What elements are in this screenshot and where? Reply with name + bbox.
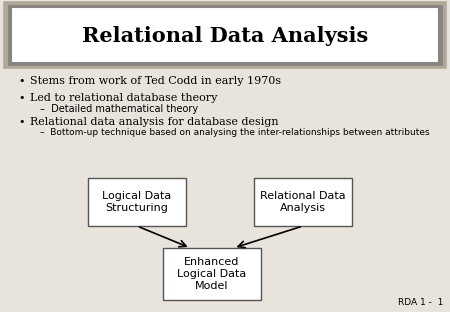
Text: RDA 1 -  1: RDA 1 - 1	[398, 298, 443, 307]
FancyBboxPatch shape	[163, 248, 261, 300]
Text: Led to relational database theory: Led to relational database theory	[30, 93, 217, 103]
Text: •: •	[18, 93, 24, 103]
FancyBboxPatch shape	[11, 7, 439, 63]
FancyBboxPatch shape	[9, 6, 441, 64]
Text: •: •	[18, 76, 24, 86]
Text: Relational Data
Analysis: Relational Data Analysis	[260, 191, 346, 213]
FancyBboxPatch shape	[254, 178, 352, 226]
FancyBboxPatch shape	[88, 178, 186, 226]
FancyBboxPatch shape	[6, 4, 444, 66]
Text: –  Detailed mathematical theory: – Detailed mathematical theory	[40, 104, 198, 114]
Text: Relational Data Analysis: Relational Data Analysis	[82, 26, 368, 46]
Text: –  Bottom-up technique based on analysing the inter-relationships between attrib: – Bottom-up technique based on analysing…	[40, 128, 430, 137]
Text: Stems from work of Ted Codd in early 1970s: Stems from work of Ted Codd in early 197…	[30, 76, 281, 86]
Text: Relational data analysis for database design: Relational data analysis for database de…	[30, 117, 279, 127]
Text: Logical Data
Structuring: Logical Data Structuring	[103, 191, 171, 213]
Text: •: •	[18, 117, 24, 127]
Text: Enhanced
Logical Data
Model: Enhanced Logical Data Model	[177, 257, 247, 290]
